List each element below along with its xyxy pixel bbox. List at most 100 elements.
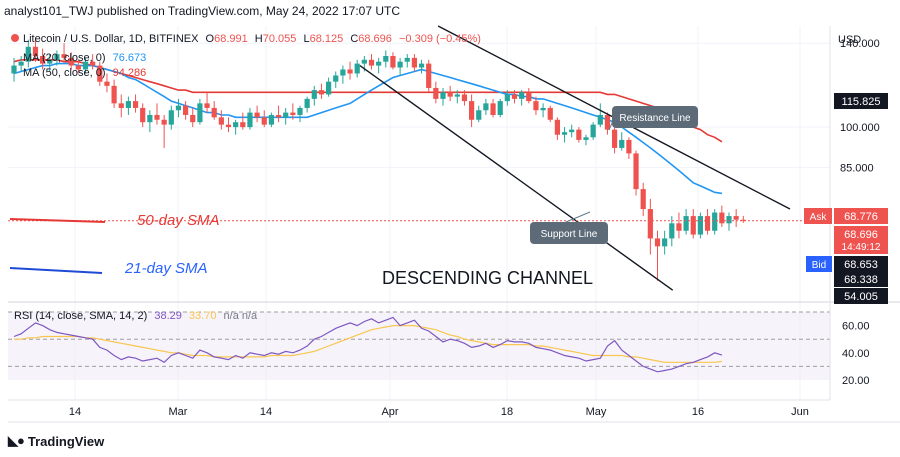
candle-body [68, 57, 74, 66]
ask-badge: Ask 68.776 [804, 208, 888, 224]
candle-body [368, 59, 375, 66]
support-trendline[interactable] [359, 64, 674, 291]
candle-body [390, 56, 396, 68]
candle [526, 87, 532, 104]
rsi-tick-label: 60.00 [842, 321, 870, 333]
candle-body [25, 46, 31, 62]
svg-text:115.825: 115.825 [842, 96, 881, 108]
candle-body [225, 124, 232, 128]
ma20-line [13, 62, 723, 195]
candle-body [218, 117, 224, 125]
candle-body [275, 114, 282, 118]
candle-body [11, 65, 17, 74]
ma20-legend: MA (20, close, 0) 76.673 [23, 52, 146, 64]
rsi-axis-ticks[interactable]: 60.00 40.00 20.00 [842, 321, 870, 387]
price-tick-label: 85.000 [840, 163, 874, 175]
rsi-band-lines [8, 311, 830, 367]
candle-body [326, 81, 332, 95]
candle [161, 114, 167, 148]
candle-body [132, 101, 139, 108]
candle-body [111, 85, 117, 104]
support-callout: Support Line [530, 211, 608, 244]
candle-body [190, 114, 196, 123]
time-axis-ticks[interactable]: 14 Mar 14 Apr 18 May 16 Jun [69, 406, 809, 418]
candle [404, 54, 410, 68]
candle [704, 209, 711, 235]
candle-body [433, 87, 439, 99]
candle-body [118, 103, 124, 108]
candle [240, 112, 246, 130]
candle-body [40, 56, 46, 64]
candle [733, 209, 739, 228]
candle-body [647, 209, 653, 239]
candle [461, 90, 468, 106]
candle [261, 110, 267, 128]
candle-body [254, 112, 260, 118]
ma50-legend: MA (50, close, 0) 94.286 [23, 67, 146, 79]
resistance-label: Resistance Line [619, 113, 691, 124]
candle-body [261, 117, 267, 125]
candle-body [197, 103, 203, 123]
candle [175, 98, 182, 118]
candle-body [440, 92, 446, 99]
candle-body [54, 54, 60, 60]
tradingview-branding[interactable]: ◣● TradingView [8, 433, 104, 449]
candle-body [311, 90, 317, 99]
candle [662, 230, 668, 255]
candle-body [90, 61, 96, 66]
candle-body [719, 212, 725, 224]
candle-body [154, 114, 160, 120]
candle [418, 59, 425, 74]
candle-body [712, 212, 718, 231]
candle [547, 105, 553, 123]
svg-text:Ask: Ask [810, 212, 828, 223]
candle-body [604, 114, 611, 130]
candle-body [697, 216, 703, 235]
candle [554, 117, 560, 140]
candle-body [175, 105, 182, 111]
price-axis-ticks[interactable]: 140.000 100.000 85.000 [840, 38, 880, 174]
candle-body [569, 129, 575, 133]
time-tick-label: 18 [501, 406, 513, 418]
candle-body [47, 59, 53, 64]
candles [11, 37, 746, 281]
candle [368, 54, 375, 70]
candle [683, 209, 689, 235]
low-mark-badge: 54.005 [834, 288, 888, 304]
ma50-badge: 115.825 [834, 93, 888, 109]
candle [354, 59, 360, 78]
candle-body [662, 238, 668, 247]
candle [47, 54, 53, 72]
candle-body [211, 107, 217, 118]
price-pane[interactable] [8, 26, 830, 298]
candle-body [704, 216, 711, 231]
candle [61, 43, 67, 62]
candle [426, 59, 432, 93]
candle [540, 103, 546, 118]
candle-body [554, 119, 560, 135]
candle [347, 61, 353, 80]
candle [118, 94, 124, 118]
candle-body [683, 216, 689, 231]
candle-body [75, 65, 81, 70]
candle [676, 212, 682, 239]
candle-body [268, 114, 274, 125]
candle [490, 98, 496, 118]
candle [104, 73, 110, 93]
candle [25, 39, 31, 68]
candle [340, 65, 346, 84]
candle [283, 107, 289, 125]
candle [640, 182, 646, 217]
candle [54, 50, 60, 66]
candle [576, 127, 582, 143]
candle-body [183, 105, 189, 115]
time-tick-label: Jun [791, 406, 809, 418]
candle-body [290, 112, 296, 115]
candle [383, 50, 389, 68]
candle [654, 230, 661, 281]
candle-body [583, 137, 589, 140]
sma21-legend-line [9, 267, 103, 274]
tradingview-brand-label: TradingView [27, 433, 105, 449]
candle [440, 87, 446, 106]
